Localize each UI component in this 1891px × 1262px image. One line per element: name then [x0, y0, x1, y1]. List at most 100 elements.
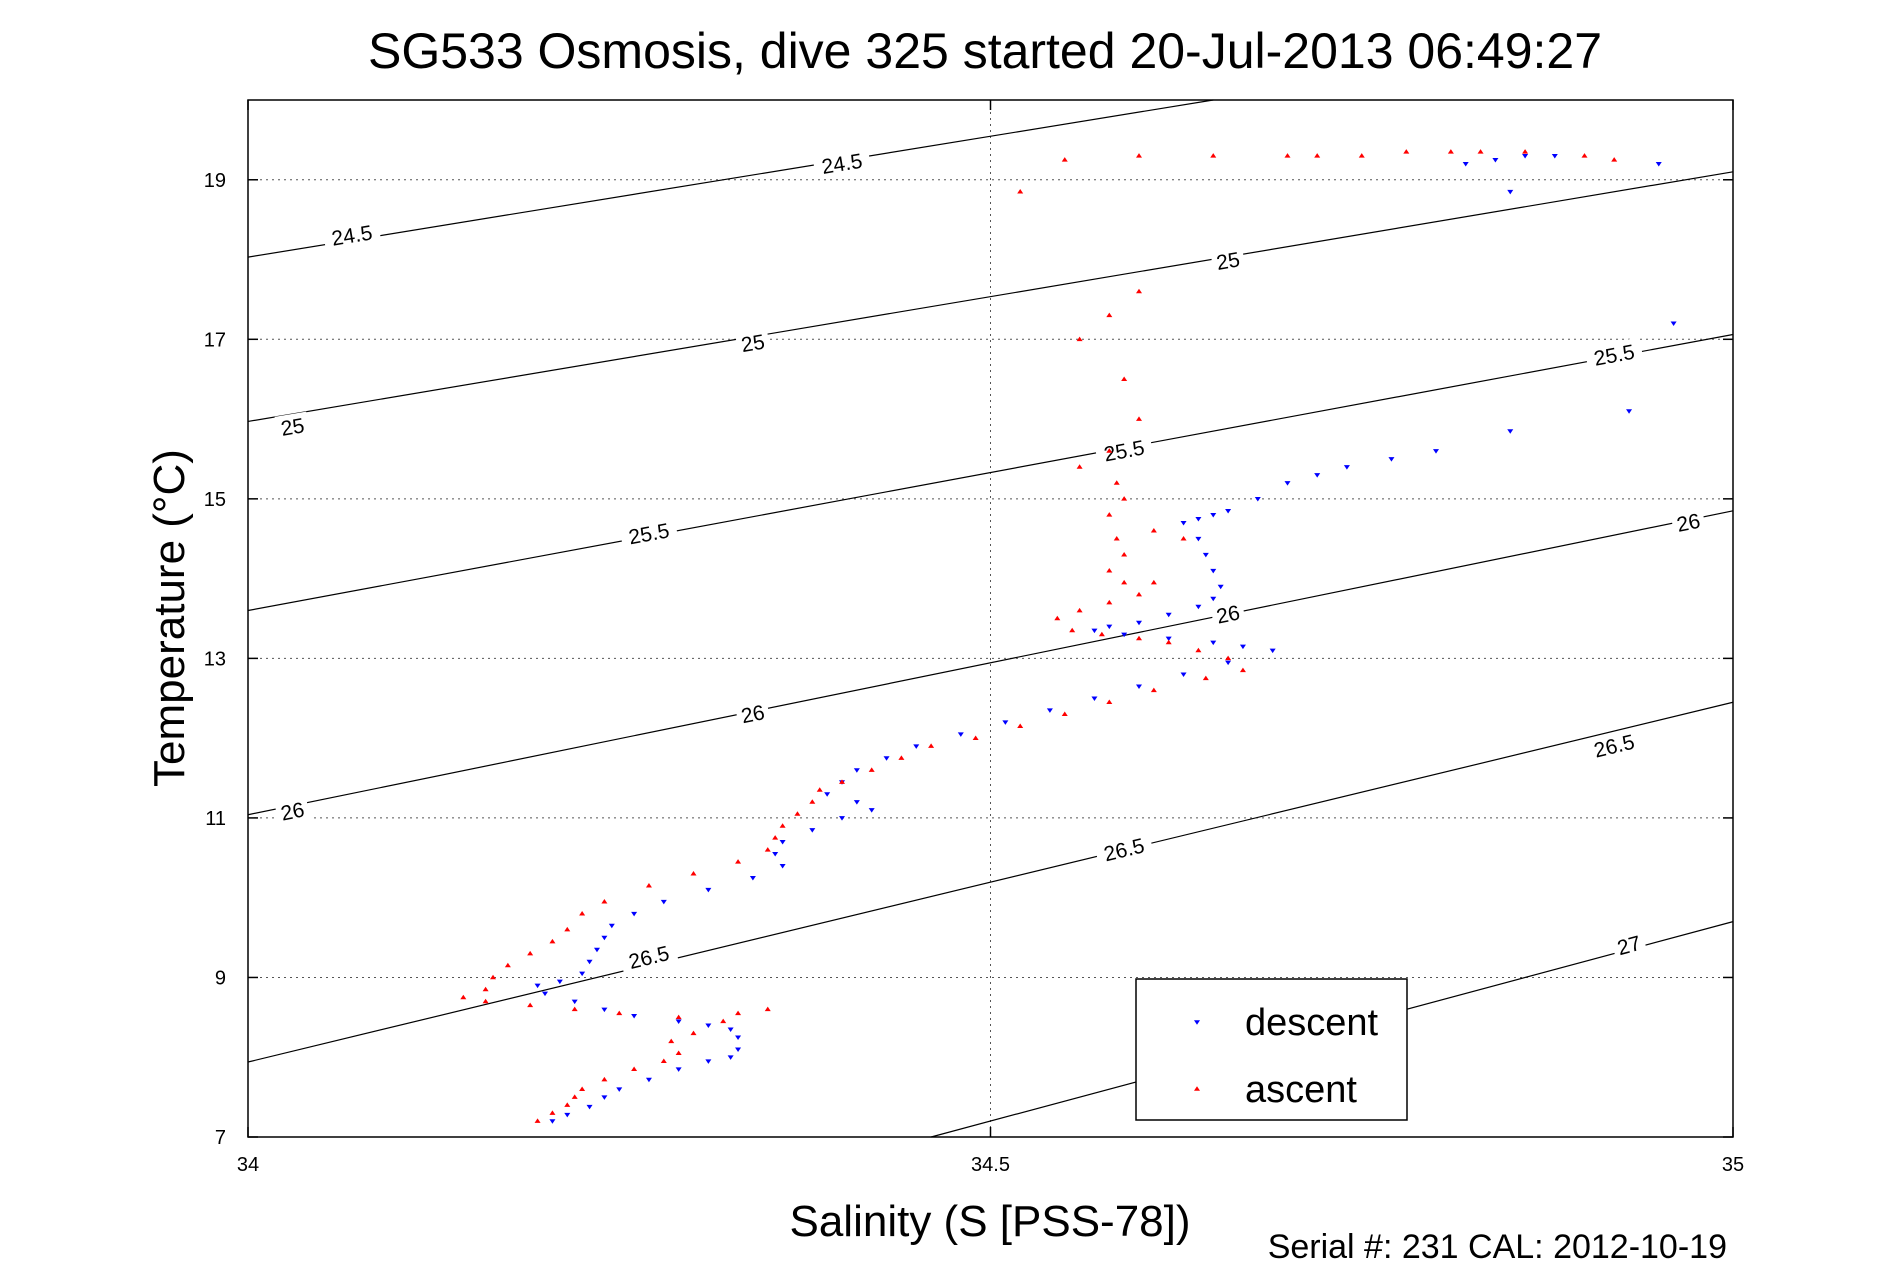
contour-label-background	[1094, 433, 1154, 467]
descent-point	[1217, 584, 1224, 590]
descent-point	[1121, 632, 1128, 638]
descent-point	[1210, 640, 1217, 646]
ascent-point	[660, 1058, 667, 1064]
descent-point	[868, 808, 875, 813]
axis-ticks: 34 34.5 35 7 9 11 13 15 17 19	[204, 100, 1744, 1176]
descent-point	[542, 991, 548, 997]
descent-point	[601, 1095, 608, 1100]
contour-label-text: 26	[1214, 601, 1241, 628]
descent-point	[839, 816, 845, 821]
descent-point	[749, 875, 756, 881]
descent-series	[534, 154, 1677, 1124]
descent-point	[772, 852, 779, 857]
descent-legend-marker	[1194, 1020, 1200, 1025]
descent-point	[608, 923, 615, 929]
ascent-point	[1358, 153, 1365, 158]
contour-label-text: 26	[739, 701, 766, 728]
descent-point	[1254, 497, 1261, 502]
ascent-point	[571, 1094, 578, 1099]
descent-point	[1225, 660, 1232, 666]
y-tick-label: 7	[215, 1127, 226, 1149]
ascent-point	[928, 743, 935, 748]
descent-point	[631, 911, 638, 917]
ascent-point	[1069, 627, 1076, 633]
plot-area: 24.524.525252525.525.525.52626262626.526…	[204, 99, 1744, 1176]
ascent-point	[1150, 528, 1157, 533]
descent-point	[586, 1104, 593, 1110]
ascent-point	[1076, 336, 1083, 342]
descent-point	[1195, 536, 1202, 542]
ascent-point	[1136, 635, 1142, 641]
descent-point	[1002, 720, 1009, 725]
descent-point	[824, 792, 831, 797]
y-tick-label: 9	[215, 967, 226, 989]
ascent-point	[1522, 149, 1529, 154]
contour-label-background	[734, 327, 771, 357]
ascent-point	[1061, 711, 1068, 717]
descent-point	[1165, 636, 1172, 642]
ascent-legend-marker	[1194, 1086, 1200, 1091]
ascent-point	[720, 1018, 727, 1024]
ascent-point	[1113, 480, 1120, 485]
ascent-point	[534, 1118, 541, 1123]
descent-point	[1655, 162, 1662, 167]
ascent-point	[868, 767, 875, 772]
ascent-point	[1202, 675, 1209, 681]
y-tick-label: 17	[204, 329, 226, 351]
ascent-point	[898, 755, 905, 760]
ascent-point	[772, 835, 779, 840]
ascent-point	[645, 883, 652, 888]
descent-point	[631, 1013, 638, 1019]
contour-label-text: 25	[1215, 248, 1242, 275]
ascent-point	[1225, 655, 1232, 661]
ascent-point	[668, 1038, 675, 1044]
descent-point	[593, 947, 600, 953]
descent-point	[556, 979, 563, 985]
descent-point	[1225, 509, 1232, 514]
ascent-point	[490, 974, 497, 980]
y-tick-label: 13	[204, 648, 226, 670]
descent-point	[1180, 520, 1187, 526]
descent-point	[534, 983, 541, 989]
x-tick-label: 34.5	[971, 1154, 1010, 1176]
ascent-point	[1403, 149, 1410, 154]
ascent-point	[1284, 153, 1291, 158]
ascent-point	[1113, 536, 1120, 541]
descent-point	[1492, 158, 1499, 163]
contour-label-text: 25	[740, 331, 767, 358]
contour-label-background	[1210, 245, 1246, 275]
ascent-point	[579, 1086, 586, 1091]
ascent-point	[1136, 416, 1142, 421]
contour-label-background	[619, 516, 679, 550]
ascent-point	[735, 859, 742, 864]
ascent-point	[601, 1076, 608, 1082]
ascent-point	[809, 799, 816, 804]
descent-point	[579, 971, 586, 977]
ascent-point	[549, 1110, 556, 1115]
ascent-point	[1076, 464, 1083, 469]
contour-label: 26	[1209, 598, 1246, 629]
descent-point	[1551, 154, 1558, 159]
ascent-point	[1611, 157, 1618, 162]
contour-label-background	[322, 218, 382, 251]
ascent-point	[482, 998, 489, 1004]
descent-legend-label: descent	[1245, 1002, 1379, 1044]
ascent-point	[675, 1014, 682, 1020]
ascent-point	[764, 1006, 771, 1012]
descent-point	[660, 899, 667, 905]
ascent-point	[527, 1002, 534, 1008]
ascent-point	[1106, 599, 1113, 605]
ascent-point	[1121, 376, 1128, 381]
density-contour-line	[247, 333, 1734, 612]
ascent-point	[631, 1066, 638, 1071]
ascent-point	[1150, 579, 1157, 585]
ascent-point	[1581, 153, 1588, 158]
ascent-point	[794, 811, 801, 816]
ascent-point	[564, 926, 571, 932]
descent-point	[809, 828, 816, 833]
contour-label: 26	[1670, 506, 1707, 537]
descent-point	[1136, 684, 1142, 690]
descent-point	[675, 1067, 682, 1072]
density-contour-line	[247, 510, 1734, 816]
